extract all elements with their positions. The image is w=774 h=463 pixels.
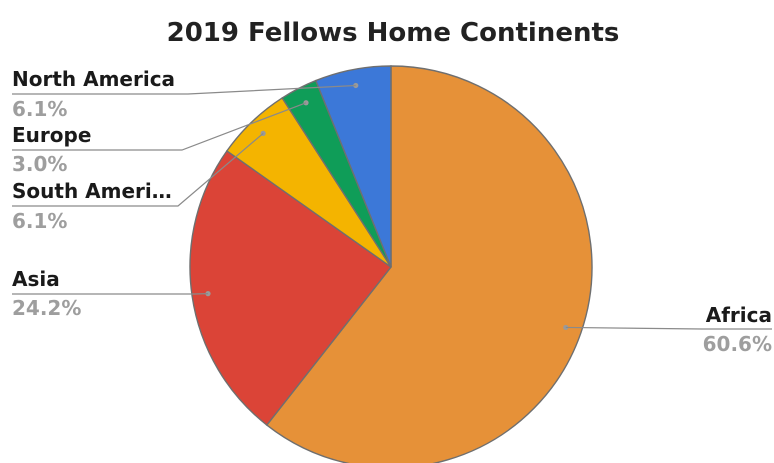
- pie-slice-north-america: [314, 65, 392, 268]
- slice-label-europe: Europe: [12, 123, 91, 147]
- slice-percent-europe: 3.0%: [12, 152, 67, 176]
- leader-line-africa: [565, 326, 772, 330]
- slice-percent-north-america: 6.1%: [12, 97, 67, 121]
- pie-slice-asia: [189, 149, 393, 427]
- slice-label-asia: Asia: [12, 267, 60, 291]
- slice-label-north-america: North America: [12, 67, 175, 91]
- pie-slices: [189, 65, 593, 463]
- slice-label-africa: Africa: [706, 303, 772, 327]
- leader-line-south-ameri: [12, 132, 264, 207]
- leader-line-europe: [12, 102, 307, 151]
- chart-title: 2019 Fellows Home Continents: [167, 18, 620, 48]
- slice-percent-africa: 60.6%: [703, 332, 772, 356]
- slice-percent-south-ameri: 6.1%: [12, 209, 67, 233]
- pie-slice-africa: [265, 65, 593, 463]
- leader-lines: [12, 82, 772, 331]
- slice-percent-asia: 24.2%: [12, 296, 81, 320]
- slice-label-south-ameri: South Ameri…: [12, 179, 172, 203]
- leader-line-north-america: [12, 84, 356, 95]
